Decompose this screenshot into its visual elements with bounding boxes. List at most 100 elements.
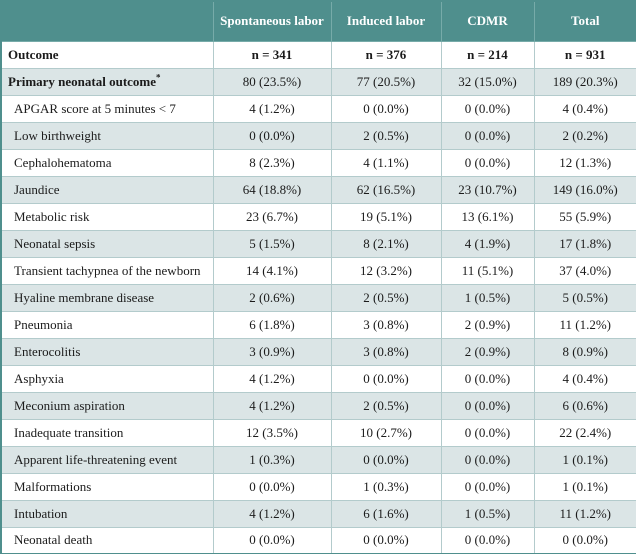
cell-value: 4 (0.4%) — [533, 364, 636, 393]
column-header-spontaneous-labor: Spontaneous labor — [212, 0, 332, 42]
cell-value: 0 (0.0%) — [330, 94, 442, 123]
row-label: Inadequate transition — [0, 418, 214, 447]
row-label: Pneumonia — [0, 310, 214, 339]
cell-value: 0 (0.0%) — [440, 364, 535, 393]
cell-value: 3 (0.8%) — [330, 310, 442, 339]
table-row: Jaundice 64 (18.8%) 62 (16.5%) 23 (10.7%) 14… — [0, 175, 636, 204]
cell-value: 189 (20.3%) — [533, 67, 636, 96]
cell-value: 10 (2.7%) — [330, 418, 442, 447]
cell-value: 2 (0.5%) — [330, 121, 442, 150]
cell-value: 0 (0.0%) — [440, 94, 535, 123]
column-header-cdmr: CDMR — [440, 0, 535, 42]
row-label-text: Low birthweight — [14, 127, 102, 143]
cell-value: 0 (0.0%) — [440, 391, 535, 420]
table-row: Transient tachypnea of the newborn 14 (4.… — [0, 256, 636, 285]
row-label: Jaundice — [0, 175, 214, 204]
row-label-text: Neonatal death — [14, 532, 93, 547]
table-header: Spontaneous labor Induced labor CDMR Tot… — [0, 0, 636, 42]
cell-value: 4 (1.2%) — [212, 391, 332, 420]
row-label-text: Primary neonatal outcome — [8, 73, 157, 89]
row-label: Malformations — [0, 472, 214, 501]
cell-value: 4 (1.1%) — [330, 148, 442, 177]
cell-value: 149 (16.0%) — [533, 175, 636, 204]
row-label: Cephalohematoma — [0, 148, 214, 177]
cell-value: 11 (5.1%) — [440, 256, 535, 285]
cell-value: 6 (1.6%) — [330, 499, 442, 528]
cell-value: 4 (1.2%) — [212, 94, 332, 123]
cell-value: 2 (0.6%) — [212, 283, 332, 312]
cell-value: n = 341 — [212, 40, 332, 69]
table-row: Cephalohematoma 8 (2.3%) 4 (1.1%) 0 (0.0%) 1… — [0, 148, 636, 177]
cell-value: 2 (0.9%) — [440, 337, 535, 366]
row-label: Primary neonatal outcome* — [0, 67, 214, 96]
cell-value: 0 (0.0%) — [212, 121, 332, 150]
row-label-text: Enterocolitis — [14, 343, 81, 359]
cell-value: 13 (6.1%) — [440, 202, 535, 231]
row-label-text: Pneumonia — [14, 316, 73, 332]
row-label: Enterocolitis — [0, 337, 214, 366]
column-header-total: Total — [533, 0, 636, 42]
table-row: Inadequate transition 12 (3.5%) 10 (2.7%) 0… — [0, 418, 636, 447]
row-label-text: Inadequate transition — [14, 424, 124, 440]
cell-value: 0 (0.0%) — [533, 526, 636, 554]
footnote-marker: * — [156, 72, 161, 83]
row-label-text: Outcome — [8, 46, 59, 62]
cell-value: 11 (1.2%) — [533, 499, 636, 528]
cell-value: 0 (0.0%) — [440, 526, 535, 554]
row-label-text: Apparent life-threatening event — [14, 451, 178, 467]
cell-value: 23 (10.7%) — [440, 175, 535, 204]
cell-value: 3 (0.8%) — [330, 337, 442, 366]
cell-value: 17 (1.8%) — [533, 229, 636, 258]
row-label-text: Jaundice — [14, 181, 60, 197]
cell-value: 0 (0.0%) — [212, 472, 332, 501]
cell-value: 1 (0.5%) — [440, 499, 535, 528]
table-row: Neonatal death 0 (0.0%) 0 (0.0%) 0 (0.0%) 0 … — [0, 526, 636, 554]
row-label: Intubation — [0, 499, 214, 528]
cell-value: 80 (23.5%) — [212, 67, 332, 96]
cell-value: 8 (2.1%) — [330, 229, 442, 258]
cell-value: 0 (0.0%) — [330, 445, 442, 474]
cell-value: 0 (0.0%) — [440, 148, 535, 177]
cell-value: 4 (1.9%) — [440, 229, 535, 258]
table-row: Metabolic risk 23 (6.7%) 19 (5.1%) 13 (6.1%… — [0, 202, 636, 231]
cell-value: 0 (0.0%) — [440, 472, 535, 501]
row-label: APGAR score at 5 minutes < 7 — [0, 94, 214, 123]
table-row: Outcome n = 341 n = 376 n = 214 n = 931 — [0, 40, 636, 69]
cell-value: 1 (0.1%) — [533, 472, 636, 501]
cell-value: 11 (1.2%) — [533, 310, 636, 339]
cell-value: 0 (0.0%) — [440, 445, 535, 474]
cell-value: 77 (20.5%) — [330, 67, 442, 96]
cell-value: 14 (4.1%) — [212, 256, 332, 285]
row-label: Low birthweight — [0, 121, 214, 150]
row-label-text: Metabolic risk — [14, 208, 90, 224]
table-row: Enterocolitis 3 (0.9%) 3 (0.8%) 2 (0.9%) 8 (… — [0, 337, 636, 366]
cell-value: 0 (0.0%) — [330, 526, 442, 554]
cell-value: 1 (0.5%) — [440, 283, 535, 312]
table-row: Pneumonia 6 (1.8%) 3 (0.8%) 2 (0.9%) 11 (1.2… — [0, 310, 636, 339]
cell-value: 6 (0.6%) — [533, 391, 636, 420]
header-row: Spontaneous labor Induced labor CDMR Tot… — [0, 0, 636, 42]
cell-value: 0 (0.0%) — [212, 526, 332, 554]
cell-value: n = 376 — [330, 40, 442, 69]
cell-value: n = 931 — [533, 40, 636, 69]
row-label: Meconium aspiration — [0, 391, 214, 420]
cell-value: 2 (0.2%) — [533, 121, 636, 150]
row-label: Apparent life-threatening event — [0, 445, 214, 474]
cell-value: 22 (2.4%) — [533, 418, 636, 447]
cell-value: 1 (0.3%) — [330, 472, 442, 501]
cell-value: 8 (2.3%) — [212, 148, 332, 177]
table-row: Hyaline membrane disease 2 (0.6%) 2 (0.5%)… — [0, 283, 636, 312]
cell-value: 1 (0.3%) — [212, 445, 332, 474]
row-label-text: Intubation — [14, 505, 68, 521]
cell-value: 12 (3.5%) — [212, 418, 332, 447]
cell-value: 8 (0.9%) — [533, 337, 636, 366]
table-row: Malformations 0 (0.0%) 1 (0.3%) 0 (0.0%) 1 (… — [0, 472, 636, 501]
column-header-induced-labor: Induced labor — [330, 0, 442, 42]
row-label: Neonatal death — [0, 526, 214, 554]
cell-value: 12 (1.3%) — [533, 148, 636, 177]
cell-value: 1 (0.1%) — [533, 445, 636, 474]
row-label: Hyaline membrane disease — [0, 283, 214, 312]
row-label-text: Malformations — [14, 478, 92, 494]
cell-value: 0 (0.0%) — [330, 364, 442, 393]
